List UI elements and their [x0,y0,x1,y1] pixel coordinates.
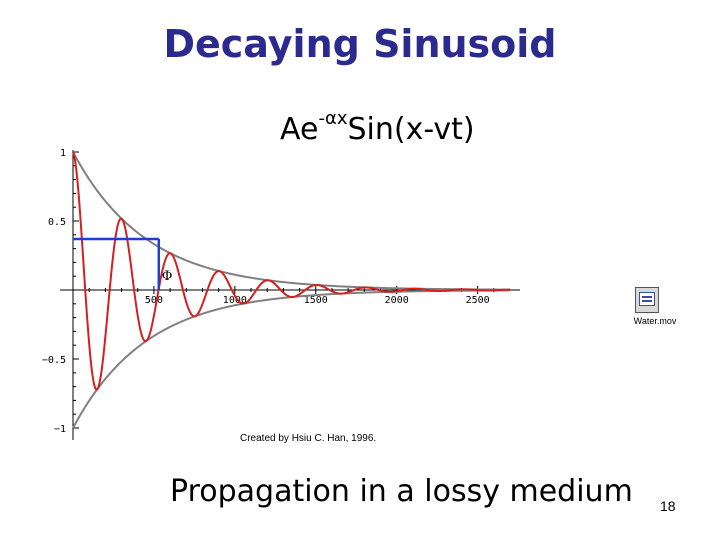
formula-rest: Sin(x-vt) [347,112,475,147]
y-tick-label: 1 [60,148,66,159]
x-tick-label: 1500 [304,295,328,306]
x-tick-label: 2500 [466,295,490,306]
movie-file-label[interactable]: Water.mov [633,316,677,326]
y-tick-label: −0.5 [42,355,66,366]
slide-caption: Propagation in a lossy medium [170,474,633,509]
formula-exponent: -αx [318,108,348,129]
credit-text: Created by Hsiu C. Han, 1996. [240,433,377,444]
formula-prefix: Ae [280,112,319,147]
lower-envelope-line [72,289,511,429]
slide-title: Decaying Sinusoid [163,22,557,66]
y-tick-label: −1 [54,424,66,435]
upper-envelope-line [72,151,511,291]
formula: Ae-αxSin(x-vt) [280,108,475,147]
x-tick-label: 500 [145,295,163,306]
phase-marker-label: Φ [162,269,173,284]
page-number: 18 [660,498,676,514]
y-tick-label: 0.5 [48,217,66,228]
movie-file-icon[interactable] [635,287,659,313]
x-tick-label: 2000 [385,295,409,306]
movie-file[interactable]: Water.mov [620,285,690,330]
decaying-sinusoid-line [72,151,511,391]
x-tick-label: 1000 [223,295,247,306]
